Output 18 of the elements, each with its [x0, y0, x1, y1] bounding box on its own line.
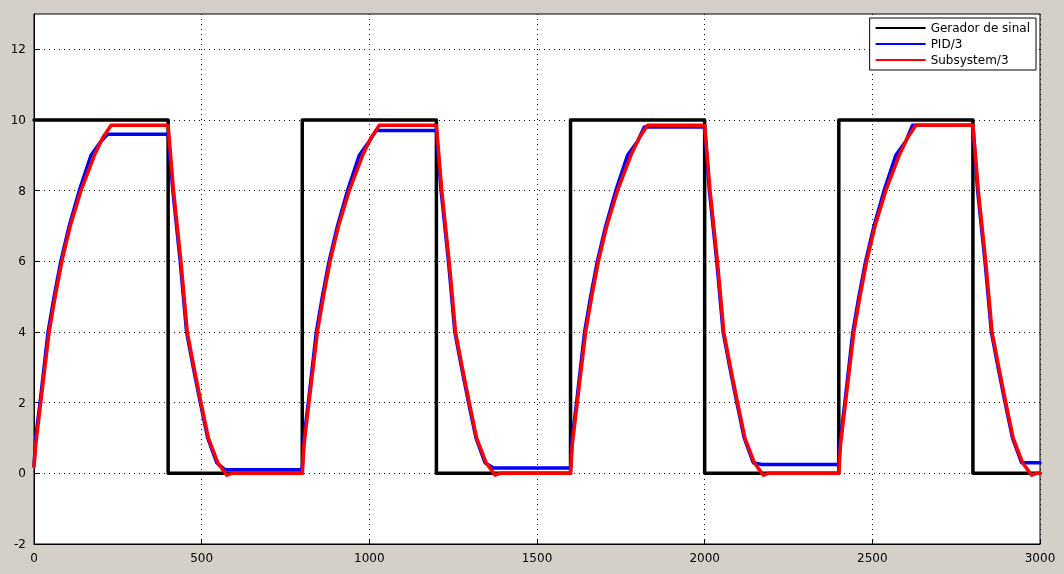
x-tick-label: 500 — [190, 551, 214, 565]
y-tick-label: 12 — [10, 42, 26, 57]
x-tick-label: 1000 — [354, 551, 385, 565]
y-tick-label: 6 — [18, 254, 26, 269]
x-tick-label: 0 — [30, 551, 38, 565]
y-tick-label: 2 — [18, 395, 26, 410]
x-tick-label: 2000 — [689, 551, 720, 565]
x-tick-label: 1500 — [521, 551, 553, 565]
y-tick-label: 4 — [18, 325, 26, 339]
legend-label: Gerador de sinal — [930, 21, 1031, 35]
y-tick-label: 8 — [18, 183, 26, 198]
legend-label: PID/3 — [930, 37, 963, 51]
legend-label: Subsystem/3 — [930, 53, 1009, 67]
y-tick-label: -2 — [14, 537, 26, 551]
x-tick-label: 3000 — [1024, 551, 1056, 565]
x-tick-label: 2500 — [857, 551, 888, 565]
y-tick-label: 0 — [18, 466, 26, 481]
y-tick-label: 10 — [10, 113, 26, 127]
